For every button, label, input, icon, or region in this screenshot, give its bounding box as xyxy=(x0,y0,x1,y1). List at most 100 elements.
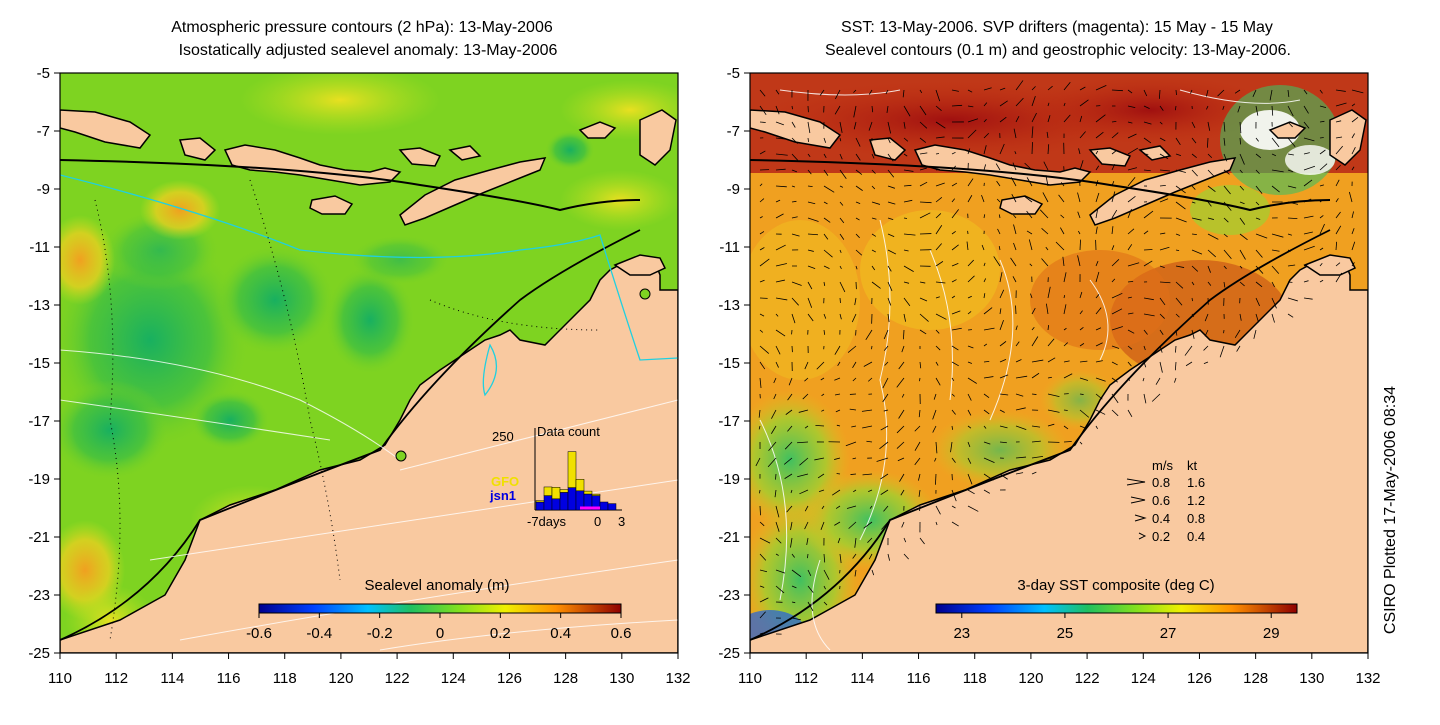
inset-bar-jsn1 xyxy=(560,492,568,510)
right-x-tick-label: 114 xyxy=(850,670,874,687)
right-y-tick-label: -11 xyxy=(719,239,740,256)
left-y-tick-label: -13 xyxy=(28,297,50,314)
velocity-arrow xyxy=(837,473,840,474)
velocity-legend-ms: 0.2 xyxy=(1152,529,1170,544)
velocity-arrow xyxy=(904,218,907,219)
left-x-tick-label: 132 xyxy=(665,670,690,687)
right-title-line2: Sealevel contours (0.1 m) and geostrophi… xyxy=(825,42,1291,59)
inset-bar-gfo xyxy=(552,487,560,499)
right-x-tick-label: 124 xyxy=(1131,670,1156,687)
sla-colorbar-tick-label: -0.4 xyxy=(306,625,332,642)
right-x-tick-label: 132 xyxy=(1355,670,1380,687)
right-y-tick-label: -21 xyxy=(718,529,740,546)
velocity-arrow xyxy=(936,169,940,170)
sla-colorbar-tick-label: 0.2 xyxy=(490,625,511,642)
velocity-legend-header-kt: kt xyxy=(1187,458,1198,473)
right-x-tick-label: 130 xyxy=(1299,670,1324,687)
velocity-legend-header-ms: m/s xyxy=(1152,458,1173,473)
left-map-panel: Data count 250 GFO jsn1 -7days 0 3 Seale… xyxy=(28,19,700,687)
velocity-arrow xyxy=(760,122,766,123)
left-x-tick-label: 124 xyxy=(441,670,466,687)
right-y-tick-label: -17 xyxy=(718,413,740,430)
left-title-line2: Isostatically adjusted sealevel anomaly:… xyxy=(179,42,558,59)
sst-colorbar-tick-label: 27 xyxy=(1160,625,1177,642)
right-x-tick-label: 126 xyxy=(1187,670,1212,687)
sst-colorbar-tick-label: 23 xyxy=(953,625,970,642)
left-y-tick-label: -5 xyxy=(37,65,50,82)
inset-x-label-end: 3 xyxy=(618,514,625,529)
right-x-tick-label: 112 xyxy=(794,670,818,687)
sla-colorbar-tick-label: -0.6 xyxy=(246,625,272,642)
sla-colorbar-tick-label: -0.2 xyxy=(367,625,393,642)
inset-bar-jsn1 xyxy=(608,504,616,510)
right-y-tick-label: -7 xyxy=(727,123,740,140)
left-y-tick-label: -9 xyxy=(37,181,50,198)
right-y-tick-label: -15 xyxy=(718,355,740,372)
left-x-tick-label: 118 xyxy=(273,670,297,687)
right-x-tick-label: 116 xyxy=(907,670,931,687)
velocity-arrow xyxy=(919,378,920,381)
sla-colorbar-label: Sealevel anomaly (m) xyxy=(364,577,509,594)
left-x-tick-label: 110 xyxy=(48,670,72,687)
inset-bar-jsn1 xyxy=(536,502,544,510)
right-y-tick-label: -25 xyxy=(718,645,740,662)
left-x-tick-label: 126 xyxy=(497,670,522,687)
right-x-tick-label: 128 xyxy=(1243,670,1268,687)
velocity-arrow xyxy=(1080,394,1084,395)
inset-bar-gfo xyxy=(536,501,544,502)
velocity-arrow xyxy=(759,490,760,493)
left-y-tick-label: -15 xyxy=(28,355,50,372)
right-y-tick-label: -19 xyxy=(718,471,740,488)
velocity-arrow xyxy=(808,138,809,142)
velocity-legend-kt: 0.8 xyxy=(1187,511,1205,526)
velocity-legend-ms: 0.8 xyxy=(1152,475,1170,490)
inset-x-label-zero: 0 xyxy=(594,514,601,529)
sst-colorbar-tick-label: 29 xyxy=(1263,625,1280,642)
left-x-tick-label: 116 xyxy=(217,670,241,687)
left-y-axis: -5-7-9-11-13-15-17-19-21-23-25 xyxy=(28,65,60,662)
inset-bar-gfo xyxy=(576,479,584,491)
left-x-tick-label: 120 xyxy=(328,670,353,687)
left-y-tick-label: -23 xyxy=(28,587,50,604)
left-y-tick-label: -19 xyxy=(28,471,50,488)
inset-bar-jsn1 xyxy=(568,488,576,510)
left-y-tick-label: -17 xyxy=(28,413,50,430)
velocity-legend-kt: 1.2 xyxy=(1187,493,1205,508)
left-x-tick-label: 128 xyxy=(553,670,578,687)
inset-ymax-label: 250 xyxy=(492,429,514,444)
velocity-arrow xyxy=(1176,90,1177,95)
velocity-arrow xyxy=(903,330,904,339)
velocity-legend-kt: 1.6 xyxy=(1187,475,1205,490)
velocity-arrow xyxy=(1032,142,1033,154)
inset-bar-gfo xyxy=(592,494,600,495)
inset-legend-jsn1: jsn1 xyxy=(489,488,516,503)
right-x-tick-label: 120 xyxy=(1018,670,1043,687)
right-x-tick-label: 110 xyxy=(738,670,762,687)
credit-text: CSIRO Plotted 17-May-2006 08:34 xyxy=(1382,386,1399,634)
velocity-arrow xyxy=(760,506,761,515)
inset-bar-gfo xyxy=(568,452,576,488)
velocity-legend-kt: 0.4 xyxy=(1187,529,1205,544)
left-x-tick-label: 130 xyxy=(609,670,634,687)
inset-bar-jsn1 xyxy=(552,499,560,510)
velocity-arrow xyxy=(775,474,776,480)
velocity-legend-ms: 0.4 xyxy=(1152,511,1170,526)
right-y-tick-label: -5 xyxy=(727,65,740,82)
velocity-arrow xyxy=(792,106,793,109)
velocity-arrow xyxy=(807,554,808,558)
velocity-arrow xyxy=(936,153,939,154)
left-x-tick-label: 112 xyxy=(104,670,128,687)
inset-bar-gfo xyxy=(584,491,592,494)
sst-colorbar-label: 3-day SST composite (deg C) xyxy=(1017,577,1214,594)
left-y-tick-label: -21 xyxy=(28,529,50,546)
left-x-tick-label: 114 xyxy=(160,670,184,687)
inset-title: Data count xyxy=(537,424,600,439)
sla-colorbar-tick-label: 0.4 xyxy=(550,625,571,642)
right-y-axis: -5-7-9-11-13-15-17-19-21-23-25 xyxy=(718,65,750,662)
inset-x-label-start: -7days xyxy=(527,514,567,529)
velocity-arrow xyxy=(935,474,936,485)
